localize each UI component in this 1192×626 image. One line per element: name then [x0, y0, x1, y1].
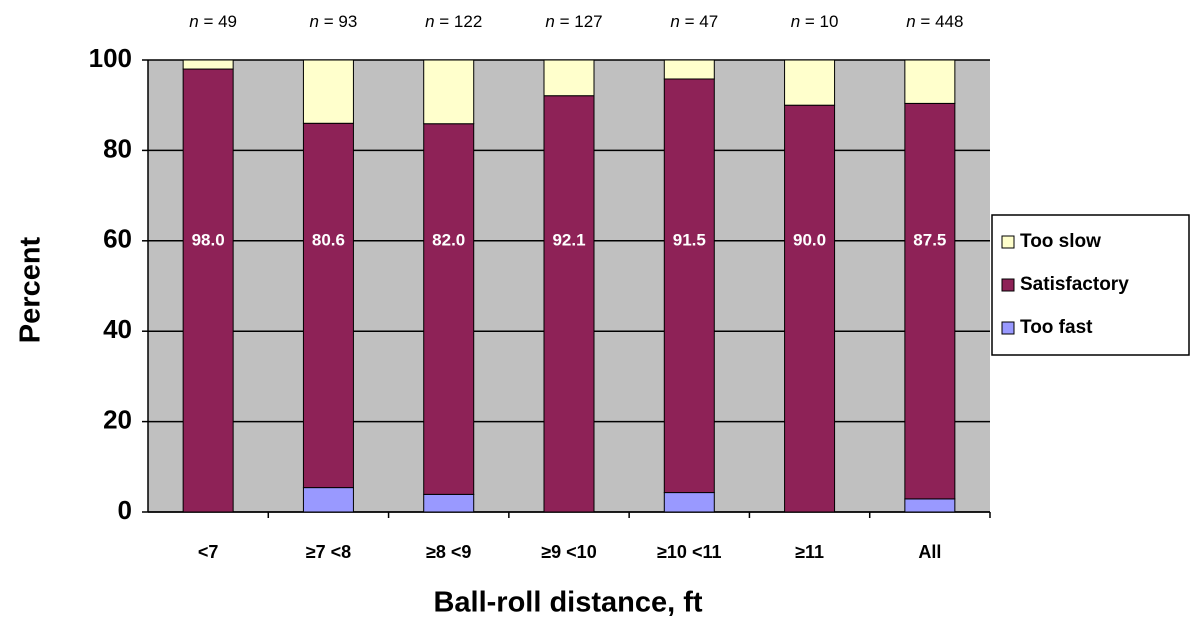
- annotation: n = 93: [310, 12, 358, 31]
- y-tick-label: 100: [89, 43, 132, 73]
- bar-segment: [663, 59, 715, 80]
- bar-segment: [423, 123, 475, 495]
- legend-swatch: [1001, 278, 1015, 292]
- bar-segment: [543, 59, 595, 97]
- data-label: 92.1: [552, 230, 585, 249]
- x-tick-label: ≥8 <9: [426, 542, 471, 562]
- x-tick-label: ≥11: [795, 542, 824, 562]
- x-tick-label: ≥7 <8: [306, 542, 351, 562]
- annotation: n = 448: [906, 12, 963, 31]
- y-tick-label: 20: [103, 404, 132, 434]
- data-label: 82.0: [432, 230, 465, 249]
- annotation: n = 10: [791, 12, 839, 31]
- bar-segment: [302, 487, 354, 513]
- legend-label: Satisfactory: [1020, 274, 1129, 295]
- y-axis-title: Percent: [15, 236, 47, 343]
- bar-segment: [663, 492, 715, 513]
- legend-label: Too fast: [1020, 317, 1093, 338]
- x-tick-label: ≥10 <11: [657, 542, 721, 562]
- x-tick-label: <7: [198, 542, 219, 562]
- legend-swatch: [1001, 321, 1015, 335]
- x-axis-title: Ball-roll distance, ft: [433, 587, 702, 619]
- bar-segment: [784, 104, 836, 513]
- data-label: 80.6: [312, 230, 345, 249]
- bar-segment: [423, 493, 475, 513]
- data-label: 87.5: [913, 230, 946, 249]
- bar-segment: [904, 498, 956, 513]
- bar-segment: [182, 59, 234, 70]
- legend-label: Too slow: [1020, 231, 1101, 252]
- annotation: n = 47: [670, 12, 718, 31]
- bar-segment: [663, 78, 715, 494]
- legend-box: [991, 214, 1190, 356]
- annotation: n = 49: [189, 12, 237, 31]
- data-label: 98.0: [192, 230, 225, 249]
- bar-segment: [423, 59, 475, 125]
- x-tick-label: All: [918, 542, 941, 562]
- y-tick-label: 40: [103, 314, 132, 344]
- data-label: 91.5: [673, 230, 706, 249]
- data-label: 90.0: [793, 230, 826, 249]
- y-tick-label: 0: [118, 495, 132, 525]
- bar-segment: [784, 59, 836, 106]
- bar-segment: [302, 59, 354, 124]
- annotation: n = 127: [545, 12, 602, 31]
- annotation: n = 122: [425, 12, 482, 31]
- y-tick-label: 80: [103, 133, 132, 163]
- bar-segment: [904, 59, 956, 104]
- legend-swatch: [1001, 235, 1015, 249]
- bar-segment: [182, 68, 234, 513]
- bar-segment: [302, 122, 354, 489]
- x-tick-label: ≥9 <10: [541, 542, 596, 562]
- bar-segment: [543, 95, 595, 513]
- y-tick-label: 60: [103, 224, 132, 254]
- bar-segment: [904, 102, 956, 500]
